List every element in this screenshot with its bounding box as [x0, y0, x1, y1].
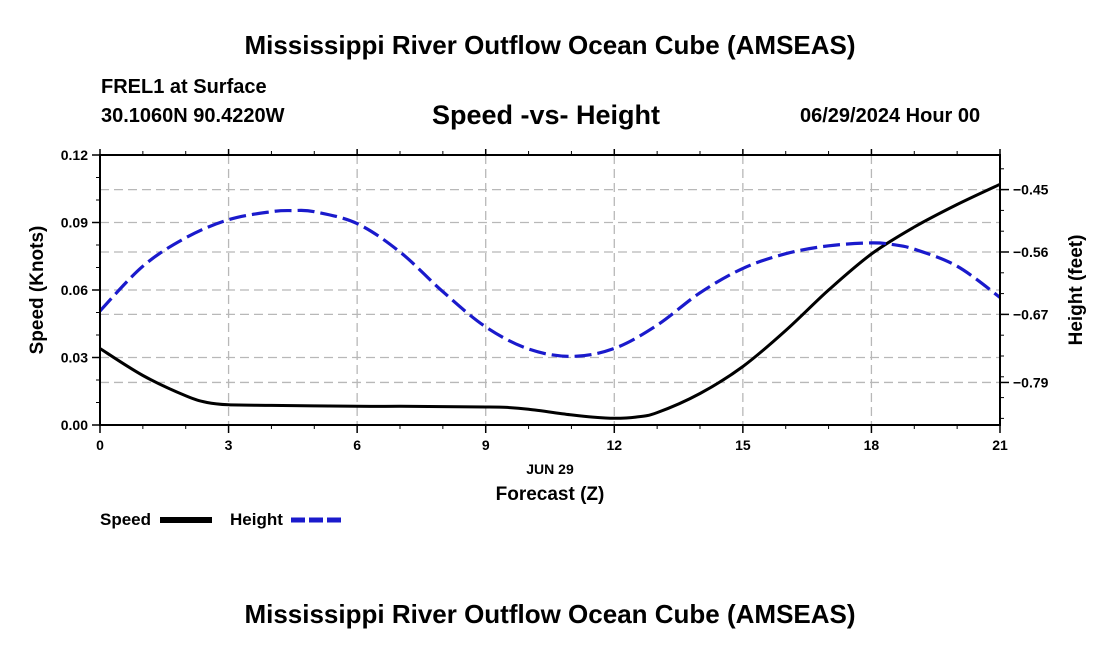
station-label: FREL1 at Surface: [101, 76, 267, 98]
x-tick-label: 15: [735, 437, 751, 453]
y-left-tick-label: 0.12: [61, 147, 88, 163]
main-title: Mississippi River Outflow Ocean Cube (AM…: [244, 30, 856, 60]
legend-speed-label: Speed: [100, 510, 151, 529]
x-date-label: JUN 29: [526, 461, 574, 477]
series-lines: [98, 182, 1001, 420]
y-right-tick-label: −0.45: [1013, 182, 1049, 198]
x-tick-label: 0: [96, 437, 104, 453]
plot-frame: [99, 154, 1001, 426]
y-right-tick-label: −0.56: [1013, 244, 1049, 260]
y-right-tick-label: −0.67: [1013, 306, 1049, 322]
y-left-tick-label: 0.03: [61, 350, 88, 366]
x-tick-label: 3: [225, 437, 233, 453]
y-axis-right-title: Height (feet): [1066, 235, 1087, 346]
speed-series-line: [99, 182, 1001, 420]
forecast-datetime: 06/29/2024 Hour 00: [800, 105, 981, 127]
x-axis-title: Forecast (Z): [496, 484, 605, 505]
x-tick-label: 9: [482, 437, 490, 453]
axis-labels: 0 3 6 9 12 15 18 21 0.00 0.03 0.06 0.09 0.12 −0.45 −0.…: [61, 147, 1049, 453]
x-tick-label: 12: [606, 437, 622, 453]
y-left-tick-label: 0.00: [61, 417, 88, 433]
height-series-line: [98, 208, 1001, 359]
y-axis-left-title: Speed (Knots): [27, 226, 48, 355]
y-right-tick-label: −0.79: [1013, 374, 1049, 390]
bottom-title: Mississippi River Outflow Ocean Cube (AM…: [244, 599, 856, 629]
chart-title: Speed -vs- Height: [432, 100, 661, 130]
coordinates-label: 30.1060N 90.4220W: [101, 105, 285, 127]
x-tick-label: 18: [864, 437, 880, 453]
legend: Speed Height: [100, 510, 343, 529]
legend-height-label: Height: [230, 510, 283, 529]
grid-lines: [100, 155, 1000, 425]
x-tick-label: 6: [353, 437, 361, 453]
x-tick-label: 21: [992, 437, 1008, 453]
y-left-tick-label: 0.09: [61, 215, 88, 231]
y-left-tick-label: 0.06: [61, 282, 88, 298]
